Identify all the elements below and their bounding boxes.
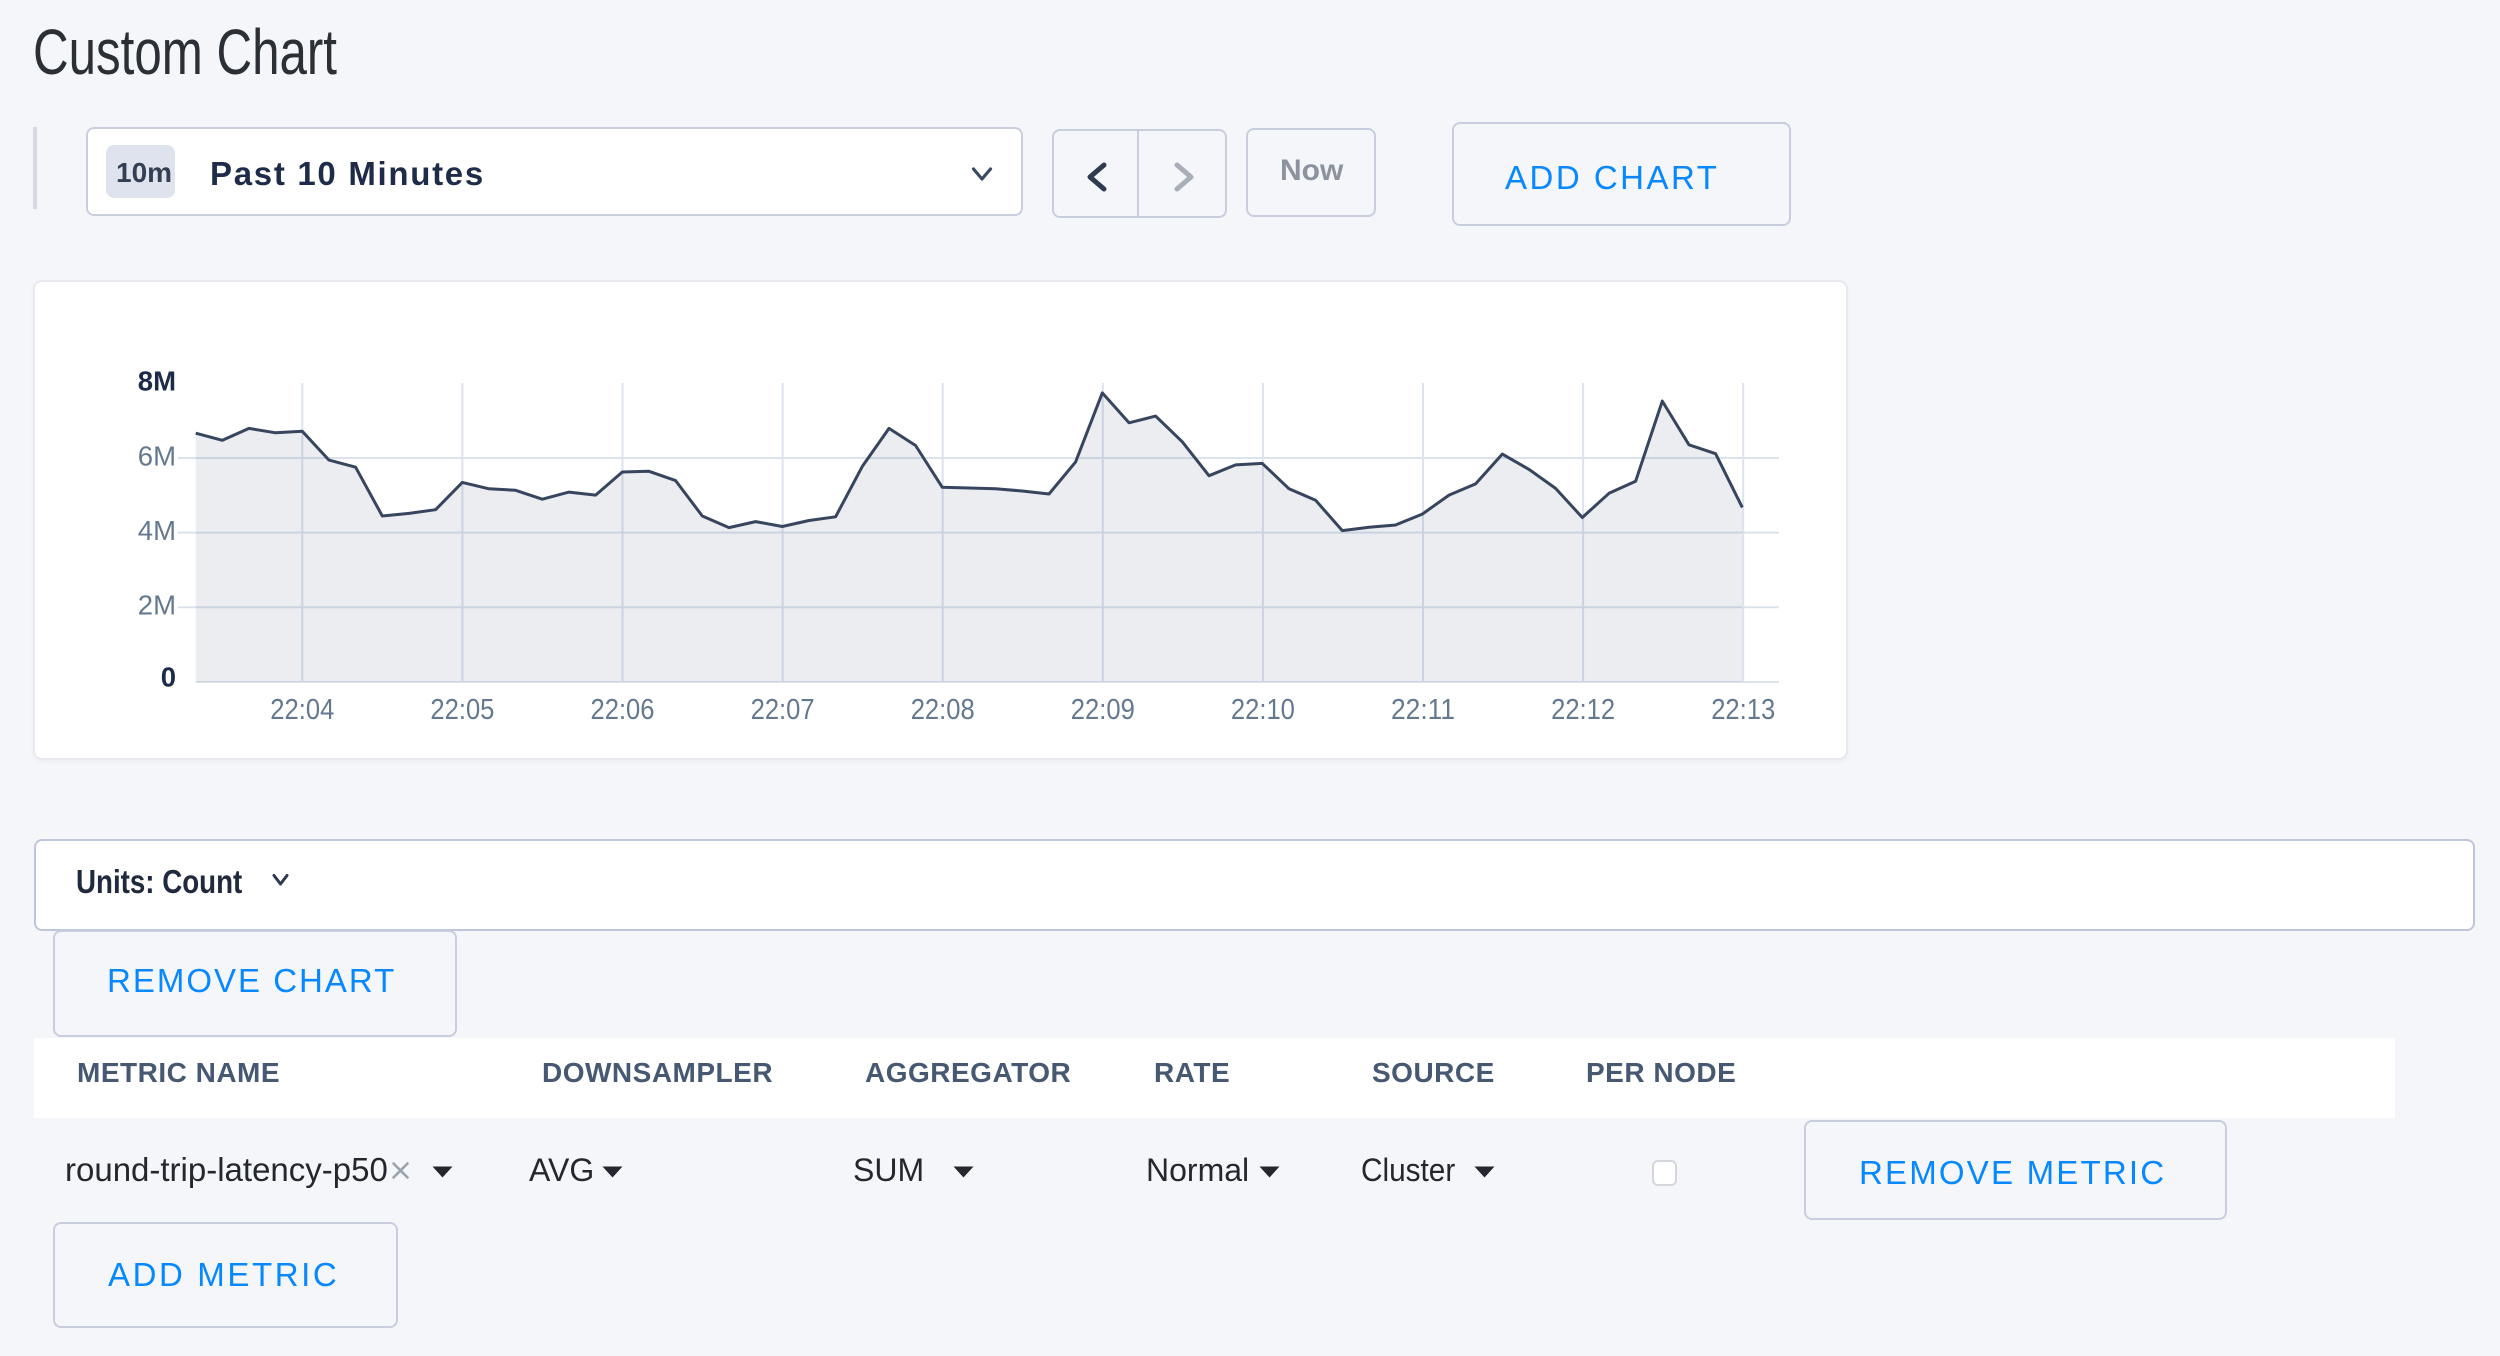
svg-text:8M: 8M [138,366,176,397]
svg-text:2M: 2M [138,590,176,621]
svg-text:22:07: 22:07 [751,694,815,726]
svg-text:22:12: 22:12 [1551,694,1615,726]
svg-text:4M: 4M [138,515,176,546]
svg-text:22:08: 22:08 [911,694,975,726]
svg-text:22:10: 22:10 [1231,694,1295,726]
svg-text:22:04: 22:04 [270,694,334,726]
svg-text:0: 0 [161,662,176,693]
svg-text:22:13: 22:13 [1711,694,1775,726]
svg-text:6M: 6M [138,441,176,472]
svg-text:22:06: 22:06 [591,694,655,726]
svg-text:22:09: 22:09 [1071,694,1135,726]
svg-text:22:11: 22:11 [1391,694,1455,726]
svg-text:22:05: 22:05 [430,694,494,726]
